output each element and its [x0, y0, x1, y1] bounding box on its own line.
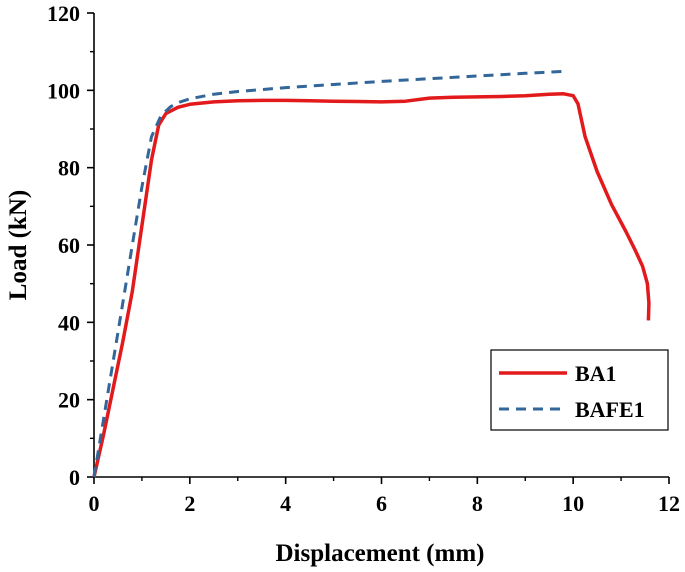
y-tick-label: 20	[58, 388, 80, 413]
x-tick-label: 8	[472, 491, 483, 516]
y-tick-label: 80	[58, 156, 80, 181]
legend: BA1 BAFE1	[490, 349, 669, 431]
legend-label-bafe1: BAFE1	[575, 397, 645, 422]
y-tick-label: 120	[47, 1, 80, 26]
x-tick-label: 0	[89, 491, 100, 516]
y-axis-title: Load (kN)	[5, 190, 32, 300]
x-tick-label: 4	[280, 491, 291, 516]
y-tick-label: 60	[58, 233, 80, 258]
series-line-ba1	[92, 92, 651, 478]
x-tick-label: 12	[658, 491, 680, 516]
y-tick-label: 100	[47, 78, 80, 103]
x-tick-label: 6	[376, 491, 387, 516]
plot-area	[92, 69, 651, 478]
x-tick-label: 10	[562, 491, 584, 516]
legend-label-ba1: BA1	[575, 361, 617, 386]
y-tick-label: 40	[58, 310, 80, 335]
y-tick-label: 0	[69, 465, 80, 490]
x-axis-title: Displacement (mm)	[276, 540, 485, 567]
x-tick-label: 2	[184, 491, 195, 516]
legend-box	[490, 349, 669, 431]
series-line-bafe1	[92, 69, 564, 478]
